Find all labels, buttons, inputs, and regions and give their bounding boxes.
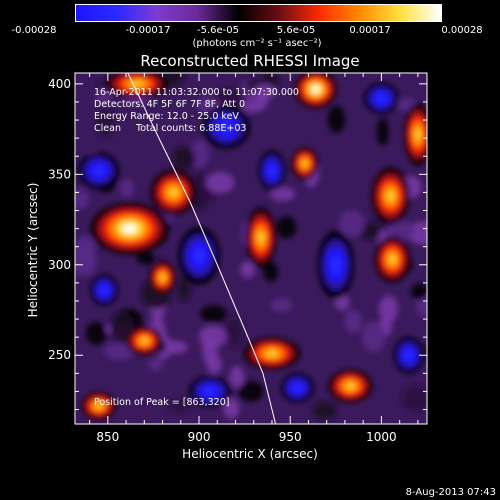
heatmap-texture bbox=[214, 87, 246, 112]
positive-source bbox=[140, 337, 148, 344]
heatmap-texture bbox=[164, 73, 186, 87]
x-tick-label: 1000 bbox=[366, 430, 397, 444]
heatmap-texture bbox=[230, 365, 245, 388]
time-range-text: 16-Apr-2011 11:03:32.000 to 11:07:30.000 bbox=[94, 87, 299, 98]
positive-source bbox=[123, 224, 137, 233]
heatmap-texture bbox=[276, 215, 297, 239]
positive-source bbox=[159, 274, 166, 281]
colorbar-tick-label: -5.6e-05 bbox=[197, 25, 239, 36]
heatmap-texture bbox=[177, 276, 191, 302]
colorbar bbox=[75, 4, 442, 22]
chart-title: Reconstructed RHESSI Image bbox=[140, 52, 360, 70]
negative-source bbox=[100, 286, 108, 295]
heatmap-texture bbox=[104, 342, 134, 361]
positive-source bbox=[302, 160, 308, 167]
energy-range-text: Energy Range: 12.0 - 25.0 keV bbox=[94, 111, 239, 122]
heatmap-texture bbox=[270, 187, 296, 202]
positive-source bbox=[386, 190, 395, 202]
negative-source bbox=[268, 165, 276, 176]
positive-source bbox=[388, 254, 396, 265]
heatmap-texture bbox=[206, 172, 235, 194]
heatmap-texture bbox=[327, 105, 346, 133]
heatmap-texture bbox=[168, 398, 193, 414]
negative-source bbox=[404, 350, 413, 360]
y-axis-label: Heliocentric Y (arcsec) bbox=[26, 183, 40, 318]
heatmap-texture bbox=[172, 146, 195, 170]
heatmap-texture bbox=[119, 179, 134, 198]
negative-source bbox=[293, 384, 302, 392]
colorbar-tick-label: 0.00028 bbox=[441, 25, 483, 36]
heatmap-texture bbox=[75, 235, 96, 259]
heatmap-texture bbox=[202, 336, 218, 365]
peak-position-text: Position of Peak = [863,320] bbox=[94, 397, 230, 408]
negative-source bbox=[93, 166, 104, 176]
heatmap-texture bbox=[75, 188, 90, 210]
colorbar-gradient bbox=[76, 5, 441, 21]
y-tick-label: 250 bbox=[48, 348, 71, 362]
colorbar-tick-label: 5.6e-05 bbox=[276, 25, 316, 36]
heatmap-texture bbox=[378, 295, 399, 323]
heatmap-texture bbox=[237, 380, 264, 402]
x-tick-label: 950 bbox=[279, 430, 302, 444]
heatmap-texture bbox=[401, 384, 427, 412]
heatmap-texture bbox=[85, 321, 107, 345]
colorbar-tick-label: -0.00017 bbox=[125, 25, 171, 36]
heatmap-texture bbox=[344, 309, 362, 334]
heatmap-texture bbox=[338, 209, 365, 238]
heatmap-texture bbox=[200, 305, 227, 323]
heatmap-texture bbox=[376, 117, 389, 147]
positive-source bbox=[168, 187, 179, 197]
x-tick-label: 850 bbox=[96, 430, 119, 444]
colorbar-tick-label: 0.00017 bbox=[349, 25, 391, 36]
x-tick-label: 900 bbox=[188, 430, 211, 444]
heatmap-texture bbox=[254, 83, 276, 100]
heatmap-texture bbox=[312, 401, 337, 420]
y-tick-label: 350 bbox=[48, 167, 71, 181]
detectors-text: Detectors: 4F 5F 6F 7F 8F, Att 0 bbox=[94, 99, 246, 110]
y-tick-label: 300 bbox=[48, 258, 71, 272]
x-axis-label: Heliocentric X (arcsec) bbox=[182, 447, 318, 461]
heatmap-texture bbox=[361, 321, 386, 352]
heatmap-texture bbox=[223, 398, 240, 419]
colorbar-units: (photons cm⁻² s⁻¹ asec⁻²) bbox=[192, 38, 322, 49]
heatmap-texture bbox=[148, 358, 164, 371]
heatmap-texture bbox=[191, 139, 210, 168]
heatmap-texture bbox=[263, 262, 279, 282]
negative-source bbox=[204, 387, 216, 396]
negative-source bbox=[331, 256, 341, 274]
heatmap-texture bbox=[96, 87, 113, 107]
heatmap-texture bbox=[95, 107, 116, 138]
heatmap-image bbox=[75, 73, 427, 424]
y-tick-label: 400 bbox=[48, 77, 71, 91]
footer-date: 8-Aug-2013 07:43 bbox=[405, 487, 496, 498]
heatmap-texture bbox=[136, 252, 155, 265]
positive-source bbox=[257, 231, 265, 244]
clean-counts-text: Clean Total counts: 6.88E+03 bbox=[94, 123, 247, 134]
positive-source bbox=[95, 403, 103, 409]
negative-source bbox=[220, 121, 233, 133]
heatmap-texture bbox=[410, 283, 427, 300]
solar-limb-curve bbox=[127, 73, 277, 424]
heatmap-texture bbox=[224, 317, 244, 348]
positive-source bbox=[415, 128, 421, 141]
axes: 850 900 950 1000 250 300 350 400 bbox=[48, 73, 427, 444]
plot-frame bbox=[74, 72, 428, 425]
positive-source bbox=[312, 86, 320, 93]
positive-source bbox=[345, 382, 355, 390]
positive-source bbox=[266, 350, 278, 357]
heatmap-texture bbox=[240, 261, 255, 279]
heatmap-texture bbox=[359, 222, 381, 240]
colorbar-tick-label: -0.00028 bbox=[11, 25, 57, 36]
negative-source bbox=[193, 248, 205, 263]
negative-source bbox=[377, 94, 386, 103]
heatmap-texture bbox=[270, 298, 293, 312]
